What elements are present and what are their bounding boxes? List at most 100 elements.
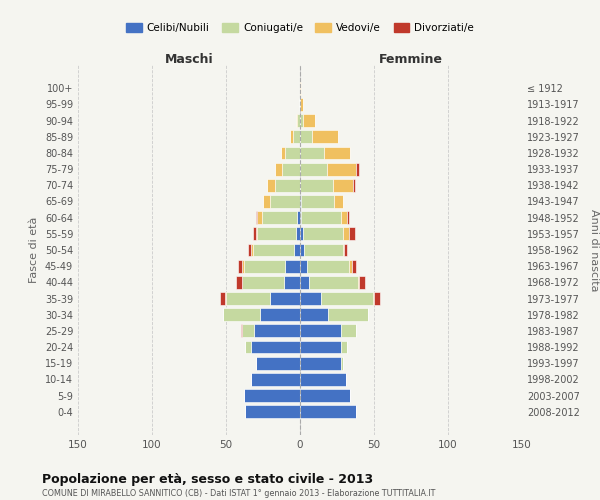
- Bar: [300, 276, 309, 289]
- Bar: [300, 146, 323, 160]
- Bar: [300, 292, 321, 305]
- Bar: [300, 98, 303, 111]
- Bar: [268, 179, 275, 192]
- Bar: [309, 276, 358, 289]
- Bar: [223, 308, 260, 321]
- Text: Maschi: Maschi: [164, 52, 214, 66]
- Bar: [296, 228, 300, 240]
- Bar: [281, 146, 285, 160]
- Bar: [241, 324, 242, 338]
- Bar: [284, 276, 300, 289]
- Bar: [300, 211, 301, 224]
- Bar: [321, 292, 373, 305]
- Bar: [251, 244, 253, 256]
- Bar: [297, 211, 300, 224]
- Bar: [328, 308, 368, 321]
- Bar: [236, 276, 242, 289]
- Bar: [296, 114, 297, 127]
- Bar: [300, 162, 326, 175]
- Bar: [343, 244, 344, 256]
- Legend: Celibi/Nubili, Coniugati/e, Vedovi/e, Divorziati/e: Celibi/Nubili, Coniugati/e, Vedovi/e, Di…: [122, 18, 478, 37]
- Text: Femmine: Femmine: [379, 52, 443, 66]
- Bar: [245, 405, 300, 418]
- Bar: [285, 146, 300, 160]
- Bar: [303, 114, 315, 127]
- Bar: [300, 82, 301, 95]
- Bar: [220, 292, 224, 305]
- Bar: [282, 162, 300, 175]
- Bar: [242, 260, 244, 272]
- Bar: [359, 276, 365, 289]
- Bar: [343, 228, 349, 240]
- Bar: [253, 228, 256, 240]
- Bar: [300, 228, 303, 240]
- Bar: [332, 179, 353, 192]
- Bar: [300, 356, 341, 370]
- Bar: [300, 179, 332, 192]
- Bar: [344, 244, 347, 256]
- Bar: [347, 211, 349, 224]
- Bar: [256, 228, 257, 240]
- Bar: [290, 130, 293, 143]
- Bar: [262, 211, 297, 224]
- Bar: [353, 179, 355, 192]
- Bar: [300, 324, 341, 338]
- Bar: [303, 228, 343, 240]
- Bar: [301, 195, 334, 208]
- Bar: [300, 405, 356, 418]
- Bar: [224, 292, 226, 305]
- Bar: [297, 114, 300, 127]
- Bar: [300, 195, 301, 208]
- Bar: [260, 308, 300, 321]
- Bar: [271, 195, 300, 208]
- Bar: [300, 130, 312, 143]
- Bar: [341, 340, 347, 353]
- Bar: [256, 211, 257, 224]
- Bar: [300, 373, 346, 386]
- Text: Popolazione per età, sesso e stato civile - 2013: Popolazione per età, sesso e stato civil…: [42, 472, 373, 486]
- Bar: [349, 228, 355, 240]
- Bar: [257, 211, 262, 224]
- Bar: [312, 130, 338, 143]
- Bar: [257, 228, 296, 240]
- Bar: [226, 292, 271, 305]
- Y-axis label: Fasce di età: Fasce di età: [29, 217, 39, 283]
- Bar: [293, 130, 300, 143]
- Bar: [300, 244, 304, 256]
- Text: COMUNE DI MIRABELLO SANNITICO (CB) - Dati ISTAT 1° gennaio 2013 - Elaborazione T: COMUNE DI MIRABELLO SANNITICO (CB) - Dat…: [42, 489, 436, 498]
- Bar: [341, 356, 343, 370]
- Bar: [349, 260, 352, 272]
- Bar: [356, 162, 359, 175]
- Bar: [304, 244, 343, 256]
- Bar: [301, 211, 341, 224]
- Bar: [254, 324, 300, 338]
- Bar: [374, 292, 380, 305]
- Bar: [285, 260, 300, 272]
- Bar: [251, 373, 300, 386]
- Bar: [341, 324, 356, 338]
- Bar: [300, 260, 307, 272]
- Bar: [263, 195, 271, 208]
- Bar: [300, 308, 328, 321]
- Bar: [358, 276, 359, 289]
- Bar: [300, 340, 341, 353]
- Y-axis label: Anni di nascita: Anni di nascita: [589, 209, 599, 291]
- Bar: [275, 179, 300, 192]
- Bar: [341, 211, 347, 224]
- Bar: [242, 276, 284, 289]
- Bar: [248, 244, 251, 256]
- Bar: [307, 260, 349, 272]
- Bar: [253, 244, 294, 256]
- Bar: [352, 260, 356, 272]
- Bar: [294, 244, 300, 256]
- Bar: [334, 195, 343, 208]
- Bar: [323, 146, 350, 160]
- Bar: [275, 162, 282, 175]
- Bar: [251, 340, 300, 353]
- Bar: [300, 114, 303, 127]
- Bar: [300, 389, 350, 402]
- Bar: [245, 340, 251, 353]
- Bar: [244, 389, 300, 402]
- Bar: [373, 292, 374, 305]
- Bar: [244, 260, 285, 272]
